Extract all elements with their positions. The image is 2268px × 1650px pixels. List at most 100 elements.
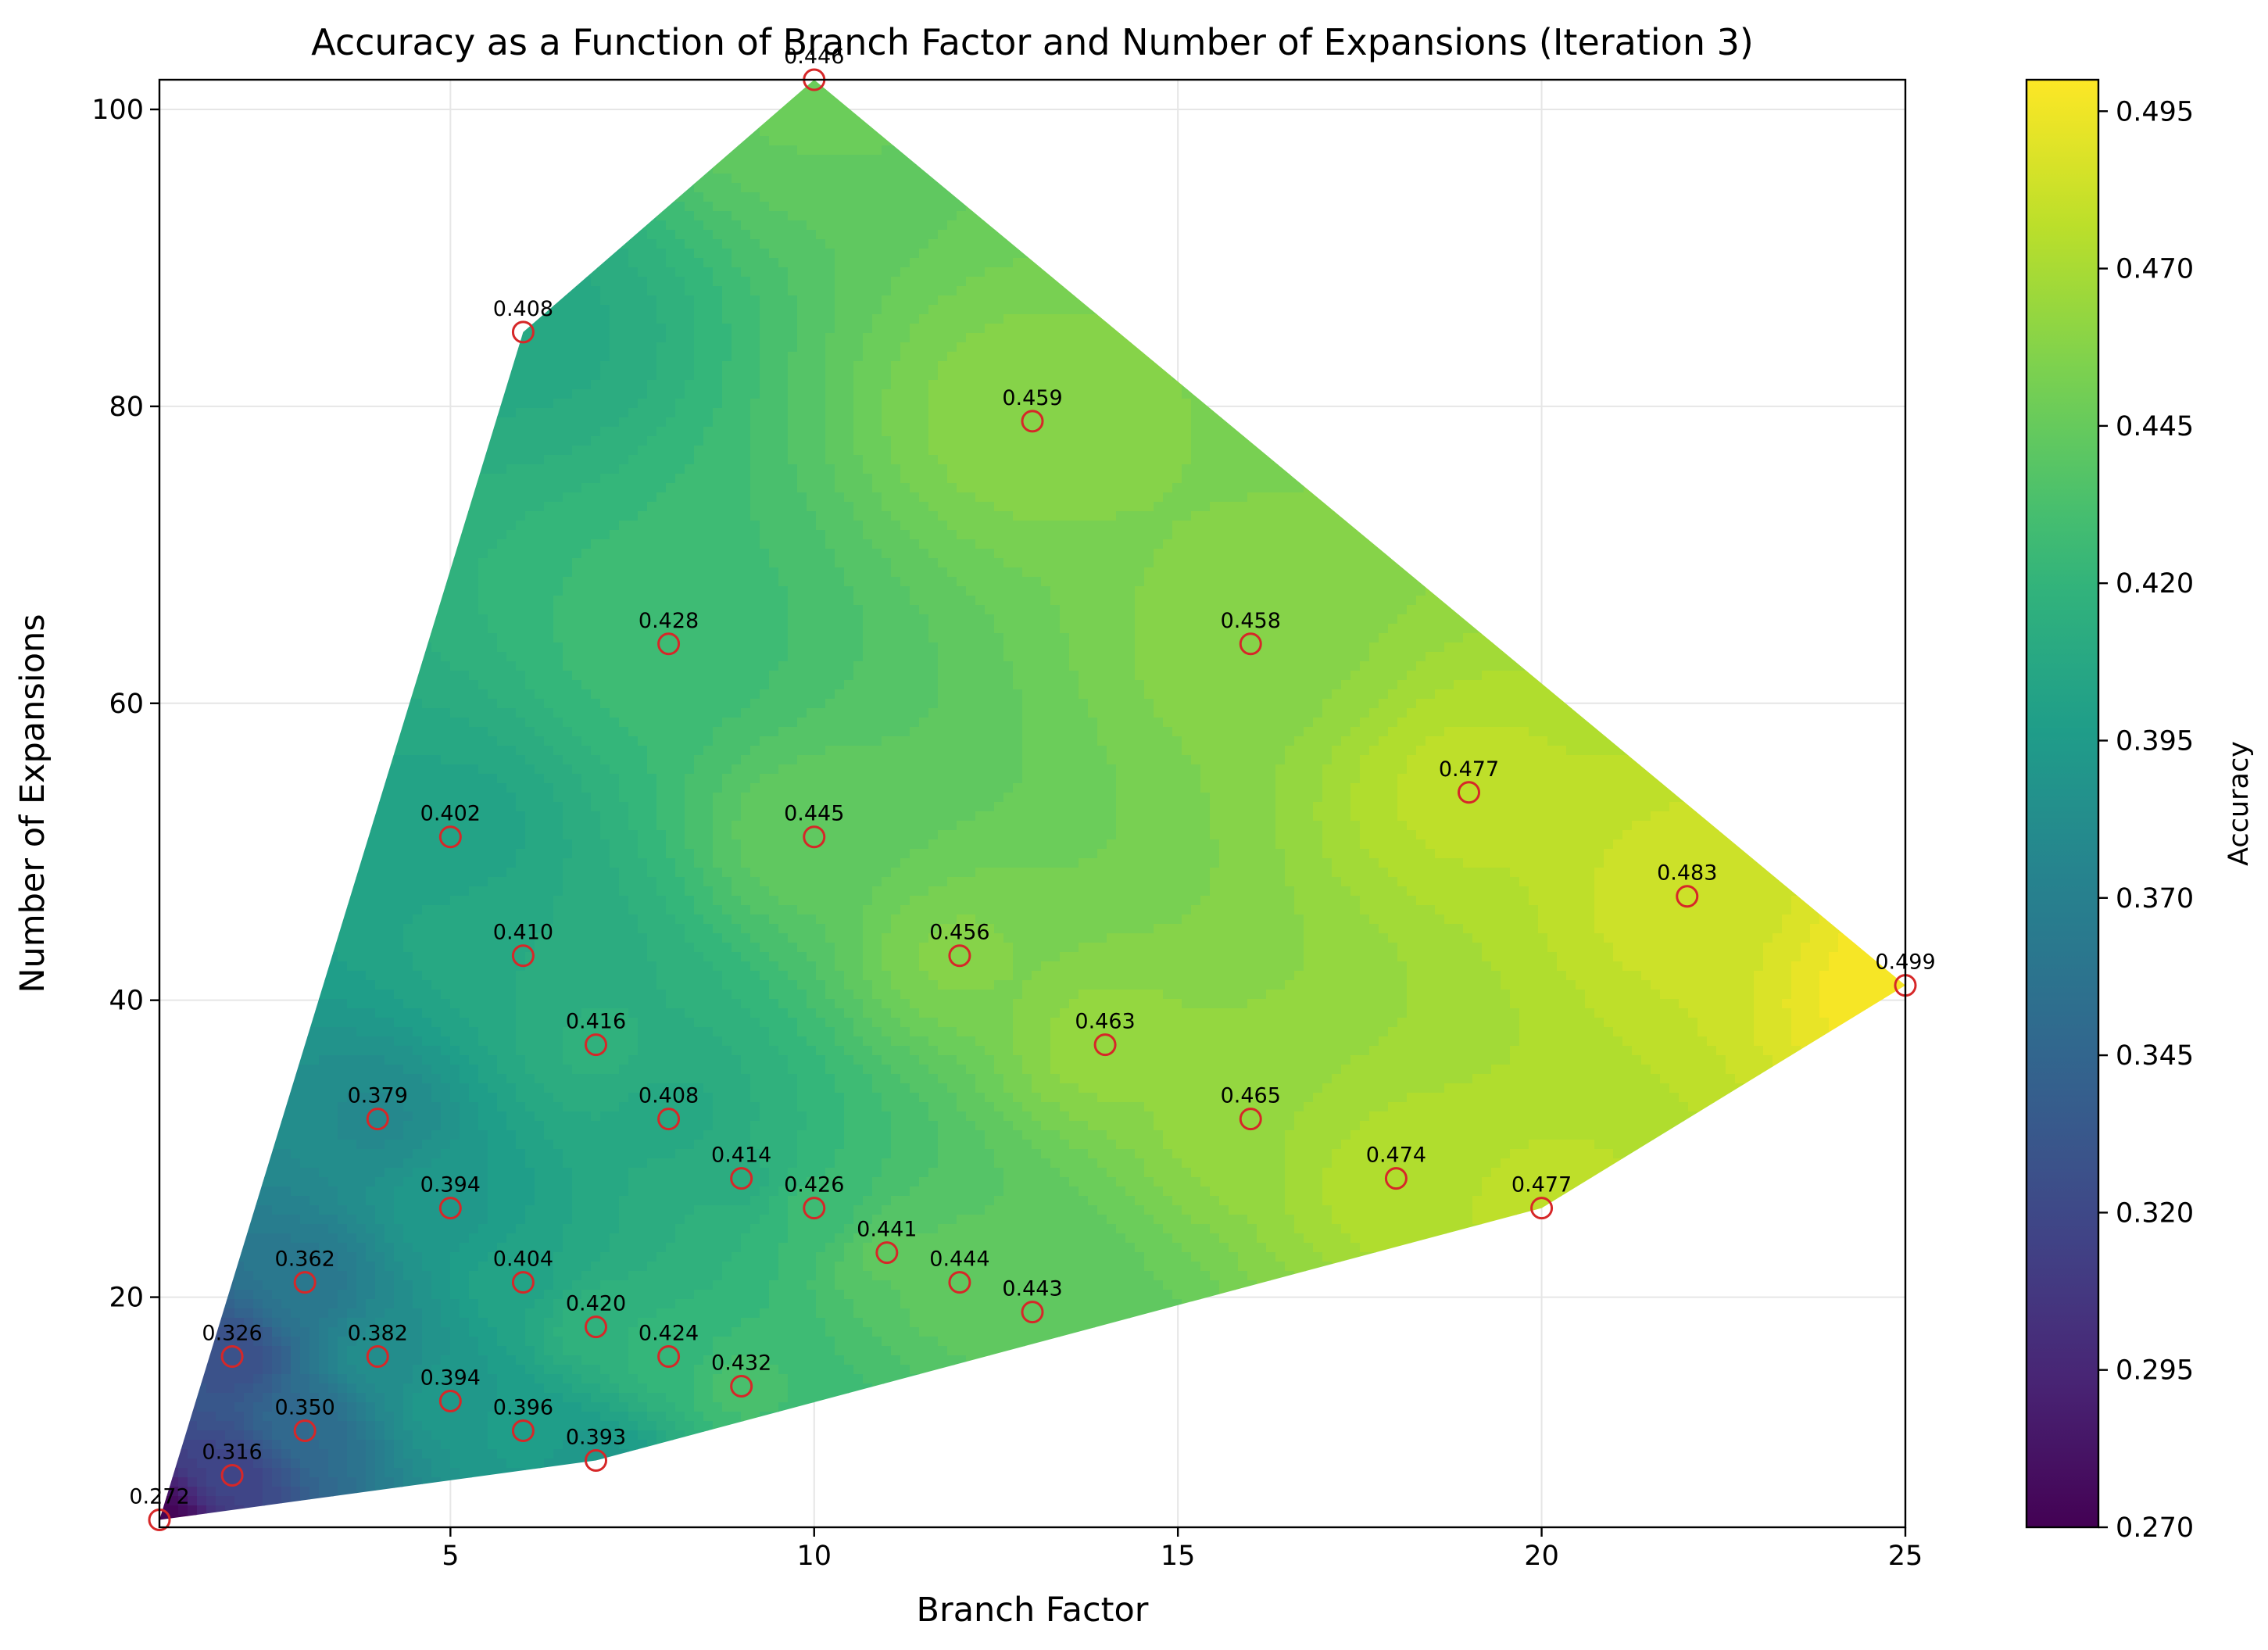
- colorbar-tick-label: 0.420: [2116, 568, 2194, 600]
- data-point-label: 0.326: [202, 1322, 262, 1346]
- x-tick-label: 25: [1888, 1541, 1923, 1572]
- data-point-marker: [1458, 781, 1480, 804]
- data-point-marker: [585, 1449, 607, 1473]
- data-point-marker: [1239, 1108, 1262, 1131]
- data-point-label: 0.459: [1002, 386, 1062, 410]
- data-point-marker: [511, 1271, 535, 1294]
- colorbar-tick-label: 0.470: [2116, 254, 2194, 285]
- plot-area: 0.2720.3160.3260.3500.3620.3820.3790.394…: [91, 45, 1935, 1572]
- x-tick-label: 20: [1524, 1541, 1559, 1572]
- data-point-label: 0.445: [784, 802, 844, 826]
- data-point-marker: [438, 825, 462, 849]
- colorbar: 0.270 0.295 0.320 0.345 0.370 0.395 0.420 0.445…: [2025, 78, 2255, 1544]
- y-axis-label: Number of Expansions: [13, 614, 52, 993]
- data-point-label: 0.408: [493, 297, 553, 321]
- data-point-marker: [1239, 632, 1262, 656]
- data-point-label: 0.483: [1657, 861, 1717, 886]
- data-point-label: 0.424: [639, 1322, 699, 1346]
- data-point-label: 0.465: [1221, 1084, 1281, 1108]
- data-point-label: 0.316: [202, 1441, 262, 1465]
- data-point-label: 0.443: [1002, 1277, 1062, 1301]
- y-tick-label: 20: [109, 1283, 144, 1314]
- data-point-marker: [511, 320, 535, 344]
- data-point-label: 0.394: [420, 1366, 481, 1391]
- data-point-label: 0.396: [493, 1396, 553, 1420]
- colorbar-ticks: 0.270 0.295 0.320 0.345 0.370 0.395 0.420 0.445…: [2098, 96, 2194, 1544]
- y-tick-label: 40: [109, 986, 144, 1017]
- data-point-marker: [585, 1033, 607, 1057]
- data-point-marker: [293, 1271, 317, 1294]
- chart-title: Accuracy as a Function of Branch Factor …: [311, 21, 1754, 63]
- data-point-marker: [293, 1419, 317, 1443]
- data-point-label: 0.414: [711, 1144, 771, 1168]
- colorbar-gradient: [2027, 80, 2098, 1527]
- colorbar-tick-label: 0.345: [2116, 1040, 2194, 1072]
- data-point-marker: [511, 944, 535, 968]
- data-point-marker: [366, 1108, 389, 1131]
- y-tick-label: 100: [91, 95, 144, 126]
- data-point-marker: [657, 1345, 681, 1369]
- data-point-label: 0.456: [929, 921, 989, 945]
- x-tick-label: 15: [1161, 1541, 1196, 1572]
- data-point-marker: [657, 1108, 681, 1131]
- data-point-marker: [1530, 1197, 1554, 1220]
- data-point-label: 0.416: [566, 1010, 626, 1034]
- colorbar-tick-label: 0.320: [2116, 1197, 2194, 1229]
- data-point-label: 0.350: [275, 1396, 335, 1420]
- data-point-marker: [585, 1315, 607, 1339]
- data-markers: 0.2720.3160.3260.3500.3620.3820.3790.394…: [129, 45, 1936, 1532]
- colorbar-tick-label: 0.445: [2116, 411, 2194, 442]
- data-point-marker: [1384, 1167, 1408, 1190]
- data-point-marker: [220, 1464, 244, 1487]
- x-tick-label: 10: [796, 1541, 832, 1572]
- data-point-marker: [948, 944, 971, 968]
- data-point-marker: [657, 632, 681, 656]
- data-point-marker: [1676, 885, 1699, 908]
- data-point-label: 0.379: [348, 1084, 408, 1108]
- data-point-marker: [1021, 410, 1044, 433]
- data-point-marker: [1021, 1301, 1044, 1324]
- data-point-label: 0.393: [566, 1426, 626, 1450]
- y-tick-label: 80: [109, 392, 144, 423]
- data-point-label: 0.394: [420, 1173, 481, 1197]
- data-point-marker: [803, 825, 826, 849]
- data-point-label: 0.444: [929, 1247, 989, 1272]
- data-point-label: 0.432: [711, 1351, 771, 1376]
- data-point-marker: [730, 1375, 753, 1398]
- data-point-label: 0.426: [784, 1173, 844, 1197]
- data-point-label: 0.410: [493, 921, 553, 945]
- data-point-marker: [366, 1345, 389, 1369]
- colorbar-tick-label: 0.495: [2116, 96, 2194, 127]
- data-point-label: 0.441: [857, 1218, 917, 1242]
- data-point-label: 0.420: [566, 1292, 626, 1316]
- plot-frame: [158, 78, 1907, 1529]
- data-point-marker: [438, 1197, 462, 1220]
- colorbar-tick-label: 0.395: [2116, 725, 2194, 757]
- data-point-label: 0.446: [784, 45, 844, 69]
- colorbar-frame: [2025, 78, 2100, 1529]
- x-tick-label: 5: [442, 1541, 459, 1572]
- data-point-marker: [730, 1167, 753, 1190]
- y-axis-ticks: 20 40 60 80 100: [91, 95, 159, 1314]
- data-point-marker: [948, 1271, 971, 1294]
- data-point-label: 0.474: [1366, 1144, 1426, 1168]
- data-point-marker: [220, 1345, 244, 1369]
- data-point-label: 0.463: [1075, 1010, 1135, 1034]
- data-point-label: 0.477: [1511, 1173, 1572, 1197]
- y-tick-label: 60: [109, 689, 144, 720]
- data-point-label: 0.477: [1439, 757, 1499, 782]
- data-point-marker: [875, 1241, 899, 1265]
- data-point-label: 0.404: [493, 1247, 553, 1272]
- data-point-label: 0.428: [639, 609, 699, 633]
- data-point-label: 0.458: [1221, 609, 1281, 633]
- data-point-label: 0.402: [420, 802, 481, 826]
- x-axis-ticks: 5 10 15 20 25: [442, 1527, 1923, 1572]
- data-point-label: 0.382: [348, 1322, 408, 1346]
- colorbar-tick-label: 0.270: [2116, 1512, 2194, 1544]
- colorbar-label: Accuracy: [2223, 741, 2255, 866]
- colorbar-tick-label: 0.295: [2116, 1355, 2194, 1387]
- x-axis-label: Branch Factor: [917, 1591, 1149, 1630]
- data-point-marker: [1093, 1033, 1117, 1057]
- data-point-marker: [511, 1419, 535, 1443]
